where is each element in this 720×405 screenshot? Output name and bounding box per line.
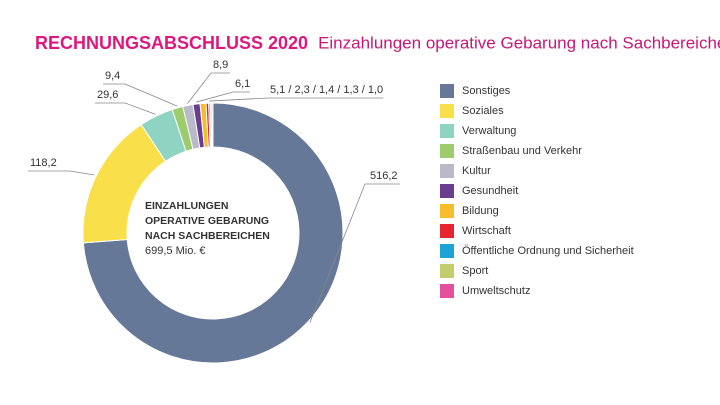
legend-label: Verwaltung	[462, 125, 516, 137]
label-separator: /	[310, 84, 319, 96]
legend-swatch	[440, 104, 454, 118]
leader-line	[309, 183, 400, 323]
donut-slice	[211, 102, 214, 148]
leader-line	[196, 91, 250, 103]
leader-line	[209, 97, 384, 102]
center-label: NACH SACHBEREICHEN	[145, 230, 270, 242]
leader-line	[28, 170, 95, 176]
chart-title: RECHNUNGSABSCHLUSS 2020	[35, 33, 308, 53]
legend-swatch	[440, 144, 454, 158]
label-separator: /	[359, 84, 368, 96]
value-label: 1,4	[319, 84, 334, 96]
center-label: EINZAHLUNGEN	[145, 200, 228, 212]
value-label: 2,3	[294, 84, 309, 96]
legend-swatch	[440, 244, 454, 258]
legend-swatch	[440, 264, 454, 278]
legend-label: Bildung	[462, 205, 499, 217]
value-label: 516,2	[370, 170, 398, 182]
legend-label: Kultur	[462, 165, 491, 177]
legend-label: Soziales	[462, 105, 504, 117]
legend-swatch	[440, 84, 454, 98]
leader-line	[103, 83, 178, 107]
label-separator: /	[334, 84, 343, 96]
leader-line	[187, 72, 230, 104]
legend-label: Gesundheit	[462, 185, 518, 197]
label-separator: /	[285, 84, 294, 96]
chart-subtitle: Einzahlungen operative Gebarung nach Sac…	[318, 33, 720, 52]
legend-swatch	[440, 184, 454, 198]
value-label: 5,1	[270, 84, 285, 96]
legend-label: Öffentliche Ordnung und Sicherheit	[462, 245, 634, 257]
value-label: 6,1	[235, 78, 250, 90]
legend-label: Straßenbau und Verkehr	[462, 145, 582, 157]
value-label-group: 5,1 / 2,3 / 1,4 / 1,3 / 1,0	[270, 84, 383, 96]
value-label: 8,9	[213, 59, 228, 71]
legend-swatch	[440, 224, 454, 238]
donut-slice	[82, 102, 344, 364]
legend-swatch	[440, 284, 454, 298]
value-label: 29,6	[97, 89, 118, 101]
value-label: 118,2	[30, 157, 57, 169]
legend-swatch	[440, 204, 454, 218]
center-total: 699,5 Mio. €	[145, 245, 206, 257]
center-label: OPERATIVE GEBARUNG	[145, 215, 269, 227]
legend-swatch	[440, 124, 454, 138]
legend-label: Wirtschaft	[462, 225, 511, 237]
legend-label: Sonstiges	[462, 85, 511, 97]
legend-swatch	[440, 164, 454, 178]
leader-line	[95, 102, 156, 115]
value-label: 9,4	[105, 70, 120, 82]
legend-label: Sport	[462, 265, 488, 277]
value-label: 1,3	[343, 84, 358, 96]
value-label: 1,0	[368, 84, 383, 96]
legend-label: Umweltschutz	[462, 285, 530, 297]
